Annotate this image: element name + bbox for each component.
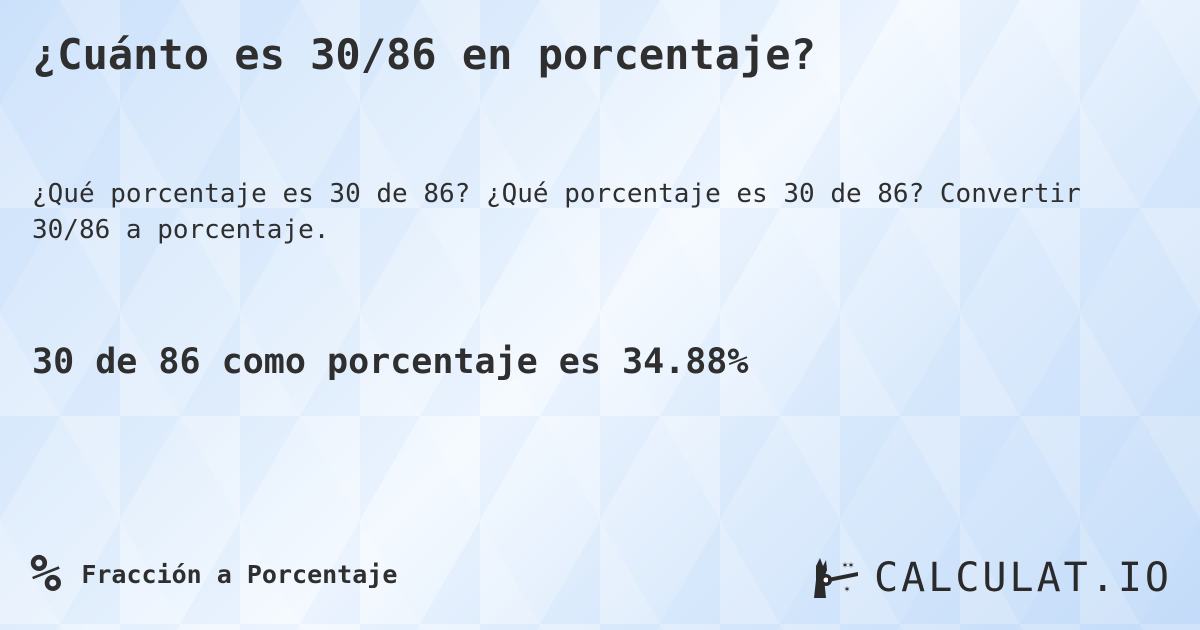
subtitle: ¿Qué porcentaje es 30 de 86? ¿Qué porcen…: [32, 179, 1081, 245]
category-link[interactable]: % Fracción a Porcentaje: [30, 548, 397, 600]
category-label: Fracción a Porcentaje: [81, 559, 398, 589]
svg-text:✶✶: ✶✶: [842, 560, 854, 571]
page-title: ¿Cuánto es 30/86 en porcentaje?: [32, 30, 816, 79]
logo[interactable]: ✶✶ ✶ CALCULAT.IO: [812, 555, 1172, 601]
magic-hand-icon: ✶✶ ✶: [814, 558, 859, 598]
answer: 30 de 86 como porcentaje es 34.88%: [32, 342, 749, 382]
svg-text:✶: ✶: [844, 584, 850, 595]
logo-text: CALCULAT.IO: [874, 555, 1172, 601]
percent-icon: %: [30, 544, 62, 604]
